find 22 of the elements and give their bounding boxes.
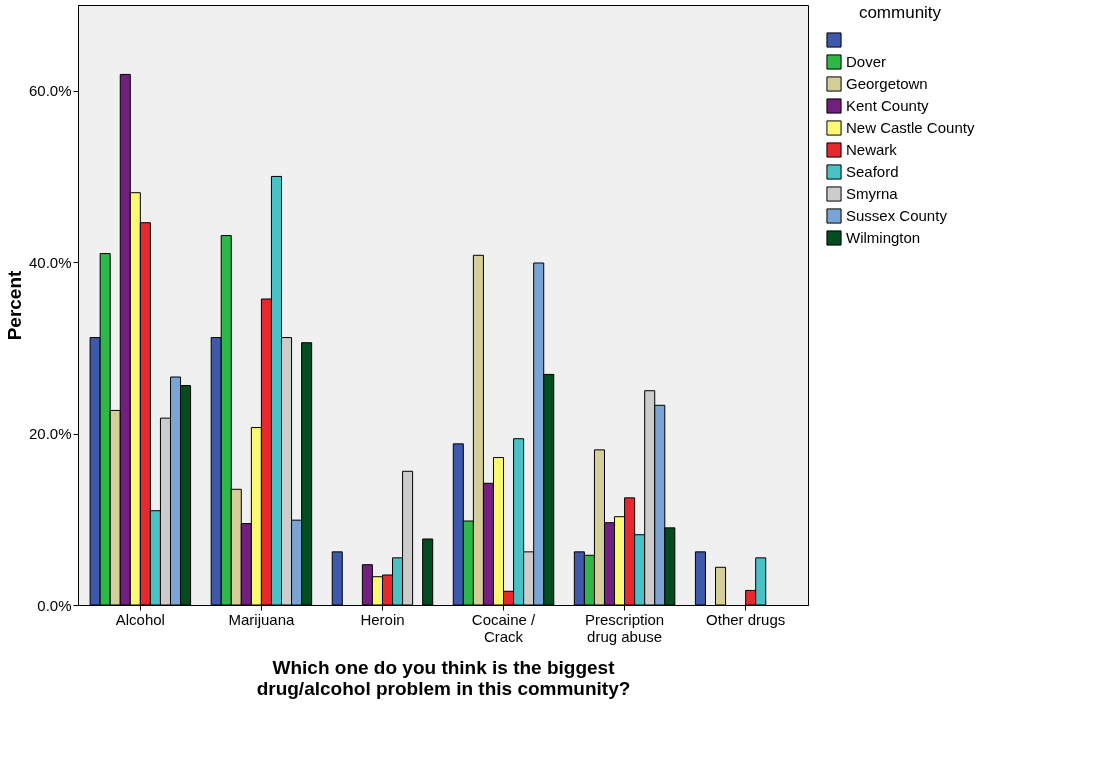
x-tick-label: Cocaine / Crack xyxy=(471,610,537,645)
y-tick-label: 0.0% xyxy=(37,596,72,614)
y-tick-label: 60.0% xyxy=(28,82,72,100)
y-tick-label: 20.0% xyxy=(28,425,72,443)
x-tick-label: Alcohol xyxy=(115,610,165,628)
y-axis-title: Percent xyxy=(3,269,25,341)
legend-label: Wilmington xyxy=(846,229,921,246)
legend-label: Sussex County xyxy=(846,207,948,224)
x-tick-label: Marijuana xyxy=(228,610,295,628)
legend-label: Dover xyxy=(846,53,887,70)
legend-label: Georgetown xyxy=(846,75,928,92)
legend-label: New Castle County xyxy=(846,119,975,136)
legend-title: community xyxy=(858,3,942,22)
legend-label: Smyrna xyxy=(846,185,899,202)
legend-label: Kent County xyxy=(846,97,930,114)
y-tick-label: 40.0% xyxy=(28,253,72,271)
x-tick-label: Heroin xyxy=(360,610,405,628)
x-tick-label: Prescription drug abuse xyxy=(584,610,665,645)
legend-label: Seaford xyxy=(846,163,899,180)
x-axis-title: Which one do you think is the biggest drug/alcohol problem in this community? xyxy=(256,656,631,699)
x-tick-label: Other drugs xyxy=(706,610,786,628)
legend-label: Newark xyxy=(846,141,898,158)
